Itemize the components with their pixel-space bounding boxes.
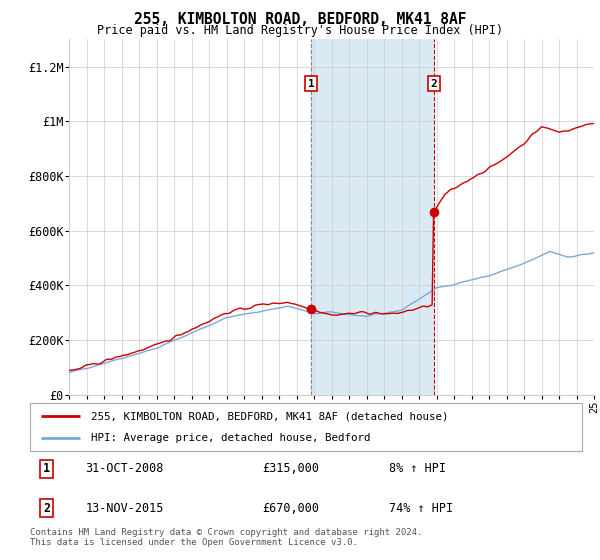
- Text: 13-NOV-2015: 13-NOV-2015: [85, 502, 164, 515]
- Text: 8% ↑ HPI: 8% ↑ HPI: [389, 463, 446, 475]
- Text: 255, KIMBOLTON ROAD, BEDFORD, MK41 8AF (detached house): 255, KIMBOLTON ROAD, BEDFORD, MK41 8AF (…: [91, 411, 448, 421]
- Text: £315,000: £315,000: [262, 463, 319, 475]
- Text: 1: 1: [308, 78, 314, 88]
- Text: Price paid vs. HM Land Registry's House Price Index (HPI): Price paid vs. HM Land Registry's House …: [97, 24, 503, 37]
- Text: HPI: Average price, detached house, Bedford: HPI: Average price, detached house, Bedf…: [91, 433, 370, 443]
- Text: 74% ↑ HPI: 74% ↑ HPI: [389, 502, 453, 515]
- FancyBboxPatch shape: [30, 403, 582, 451]
- Text: 2: 2: [43, 502, 50, 515]
- Text: 2: 2: [431, 78, 437, 88]
- Bar: [311, 39, 434, 395]
- Text: 31-OCT-2008: 31-OCT-2008: [85, 463, 164, 475]
- Text: Contains HM Land Registry data © Crown copyright and database right 2024.
This d: Contains HM Land Registry data © Crown c…: [30, 528, 422, 547]
- Text: 1: 1: [43, 463, 50, 475]
- Text: £670,000: £670,000: [262, 502, 319, 515]
- Text: 255, KIMBOLTON ROAD, BEDFORD, MK41 8AF: 255, KIMBOLTON ROAD, BEDFORD, MK41 8AF: [134, 12, 466, 27]
